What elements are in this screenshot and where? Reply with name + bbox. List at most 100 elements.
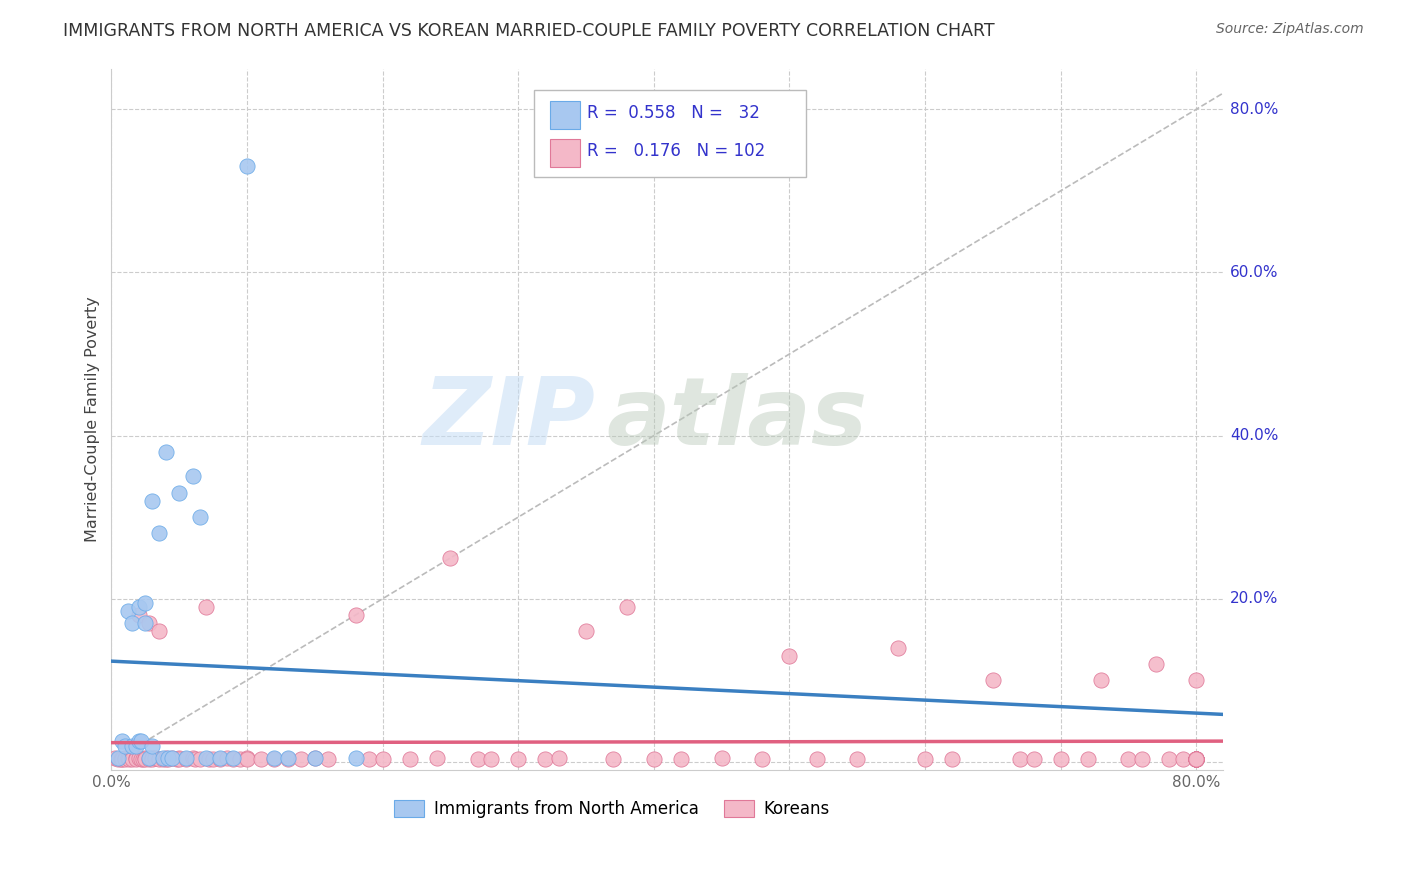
Point	[152, 752, 174, 766]
Point	[1185, 752, 1208, 766]
Point	[181, 469, 204, 483]
Point	[1185, 752, 1208, 766]
Text: Source: ZipAtlas.com: Source: ZipAtlas.com	[1216, 22, 1364, 37]
Point	[290, 752, 312, 766]
Point	[174, 751, 197, 765]
Point	[941, 752, 963, 766]
Point	[846, 752, 869, 766]
Point	[778, 648, 800, 663]
Point	[887, 640, 910, 655]
Point	[141, 739, 163, 753]
Text: 60.0%: 60.0%	[1230, 265, 1278, 280]
Point	[1185, 752, 1208, 766]
Point	[110, 752, 132, 766]
Point	[107, 752, 129, 766]
Point	[222, 752, 245, 766]
Text: ZIP: ZIP	[422, 373, 595, 466]
Point	[117, 751, 139, 765]
Point	[202, 752, 225, 766]
Point	[467, 752, 489, 766]
Point	[1185, 752, 1208, 766]
Point	[304, 751, 326, 765]
Point	[914, 752, 936, 766]
Point	[195, 751, 218, 765]
Point	[143, 751, 166, 765]
Point	[162, 751, 184, 765]
Text: 40.0%: 40.0%	[1230, 428, 1278, 443]
Point	[188, 752, 211, 766]
Point	[236, 752, 259, 766]
Point	[134, 752, 156, 766]
Point	[128, 599, 150, 614]
Point	[111, 752, 134, 766]
Point	[141, 751, 163, 765]
Point	[117, 604, 139, 618]
Point	[508, 752, 530, 766]
Point	[121, 751, 143, 765]
Point	[131, 752, 153, 766]
Point	[371, 752, 394, 766]
Point	[344, 607, 367, 622]
Point	[114, 739, 136, 753]
Point	[236, 160, 259, 174]
Point	[134, 751, 156, 765]
Point	[141, 752, 163, 766]
Point	[155, 751, 177, 765]
Point	[277, 751, 299, 765]
Point	[426, 751, 449, 765]
Point	[208, 752, 231, 766]
Point	[222, 751, 245, 765]
Point	[107, 751, 129, 765]
Point	[198, 752, 221, 766]
Point	[1118, 752, 1140, 766]
Point	[1185, 752, 1208, 766]
Point	[138, 752, 160, 766]
Point	[1185, 752, 1208, 766]
Point	[114, 751, 136, 765]
Point	[118, 752, 141, 766]
Point	[128, 751, 150, 765]
Point	[125, 751, 148, 765]
Point	[602, 752, 624, 766]
Point	[167, 485, 190, 500]
Point	[806, 752, 828, 766]
Point	[1185, 752, 1208, 766]
Text: 20.0%: 20.0%	[1230, 591, 1278, 607]
Point	[125, 752, 148, 766]
Point	[1144, 657, 1167, 671]
Point	[751, 752, 773, 766]
Point	[104, 751, 127, 765]
Point	[166, 752, 188, 766]
FancyBboxPatch shape	[550, 139, 579, 168]
Point	[643, 752, 665, 766]
Legend: Immigrants from North America, Koreans: Immigrants from North America, Koreans	[387, 793, 837, 825]
Point	[1185, 752, 1208, 766]
Point	[208, 751, 231, 765]
Point	[174, 752, 197, 766]
Point	[167, 752, 190, 766]
Point	[128, 607, 150, 622]
Y-axis label: Married-Couple Family Poverty: Married-Couple Family Poverty	[86, 296, 100, 542]
Point	[398, 752, 420, 766]
Text: IMMIGRANTS FROM NORTH AMERICA VS KOREAN MARRIED-COUPLE FAMILY POVERTY CORRELATIO: IMMIGRANTS FROM NORTH AMERICA VS KOREAN …	[63, 22, 995, 40]
Point	[125, 739, 148, 753]
Point	[1185, 752, 1208, 766]
Point	[1049, 752, 1071, 766]
Point	[981, 673, 1004, 688]
Point	[155, 752, 177, 766]
Point	[304, 751, 326, 765]
Point	[1185, 673, 1208, 688]
Point	[152, 751, 174, 765]
Point	[439, 550, 461, 565]
Point	[1185, 752, 1208, 766]
Text: 80.0%: 80.0%	[1230, 102, 1278, 117]
Point	[148, 526, 170, 541]
Point	[184, 752, 207, 766]
Point	[121, 739, 143, 753]
Point	[128, 734, 150, 748]
FancyBboxPatch shape	[534, 89, 807, 178]
Point	[1185, 752, 1208, 766]
Point	[548, 751, 571, 765]
Point	[616, 599, 638, 614]
Point	[229, 752, 252, 766]
